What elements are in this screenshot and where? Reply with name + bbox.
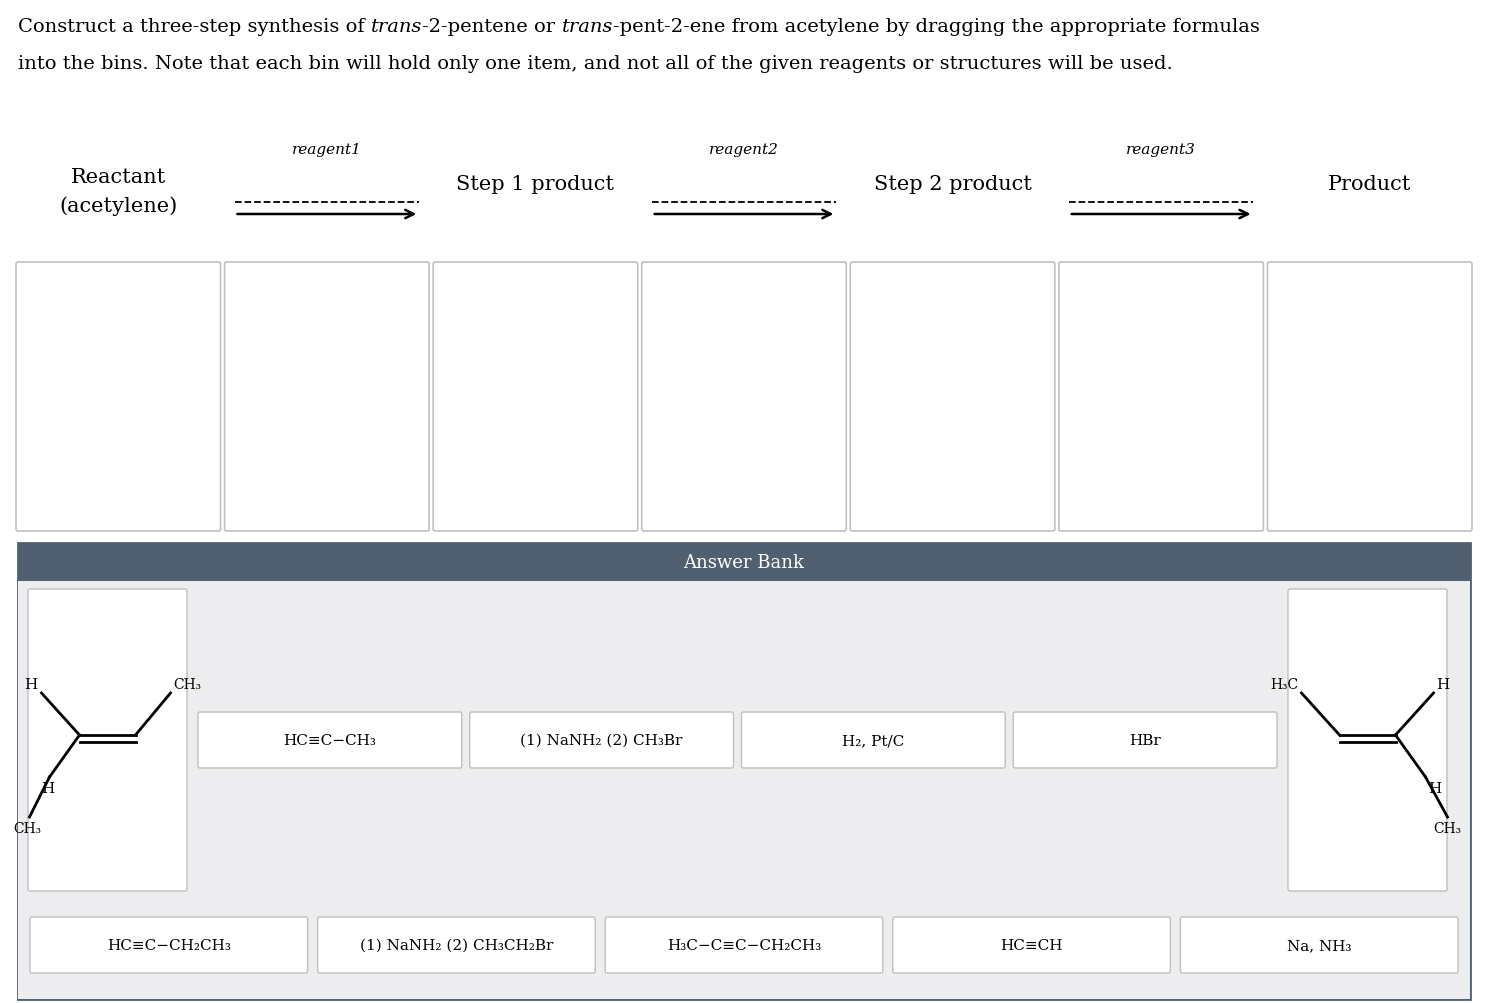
Text: Answer Bank: Answer Bank xyxy=(683,554,805,572)
Text: CH₃: CH₃ xyxy=(174,677,202,691)
Text: HC≡C−CH₃: HC≡C−CH₃ xyxy=(283,733,376,747)
FancyBboxPatch shape xyxy=(433,263,638,532)
FancyBboxPatch shape xyxy=(1289,590,1446,891)
FancyBboxPatch shape xyxy=(30,917,308,973)
FancyBboxPatch shape xyxy=(741,712,1006,768)
FancyBboxPatch shape xyxy=(18,544,1470,582)
FancyBboxPatch shape xyxy=(1180,917,1458,973)
Text: H₃C−C≡C−CH₂CH₃: H₃C−C≡C−CH₂CH₃ xyxy=(667,938,821,952)
Text: reagent2: reagent2 xyxy=(710,142,778,156)
FancyBboxPatch shape xyxy=(317,917,595,973)
FancyBboxPatch shape xyxy=(1268,263,1472,532)
FancyBboxPatch shape xyxy=(18,582,1470,999)
Text: -pent-2-ene from acetylene by dragging the appropriate formulas: -pent-2-ene from acetylene by dragging t… xyxy=(613,18,1260,36)
Text: H: H xyxy=(24,677,37,691)
FancyBboxPatch shape xyxy=(470,712,734,768)
Text: into the bins. Note that each bin will hold only one item, and not all of the gi: into the bins. Note that each bin will h… xyxy=(18,55,1173,73)
FancyBboxPatch shape xyxy=(28,590,187,891)
Text: Reactant: Reactant xyxy=(70,168,165,187)
Text: Product: Product xyxy=(1327,175,1412,194)
Text: trans: trans xyxy=(561,18,613,36)
Text: H₃C: H₃C xyxy=(1271,677,1299,691)
Text: HC≡CH: HC≡CH xyxy=(1000,938,1062,952)
Text: H: H xyxy=(1428,781,1442,795)
Text: (acetylene): (acetylene) xyxy=(60,196,177,216)
Text: (1) NaNH₂ (2) CH₃CH₂Br: (1) NaNH₂ (2) CH₃CH₂Br xyxy=(360,938,554,952)
Text: Step 1 product: Step 1 product xyxy=(457,175,615,194)
FancyBboxPatch shape xyxy=(850,263,1055,532)
Text: Step 2 product: Step 2 product xyxy=(873,175,1031,194)
Text: -2-pentene or: -2-pentene or xyxy=(423,18,561,36)
Text: CH₃: CH₃ xyxy=(1433,821,1461,835)
FancyBboxPatch shape xyxy=(641,263,847,532)
Text: H: H xyxy=(1436,677,1449,691)
Text: Construct a three-step synthesis of: Construct a three-step synthesis of xyxy=(18,18,371,36)
Text: reagent3: reagent3 xyxy=(1126,142,1196,156)
Text: Na, NH₃: Na, NH₃ xyxy=(1287,938,1351,952)
Text: HC≡C−CH₂CH₃: HC≡C−CH₂CH₃ xyxy=(107,938,231,952)
FancyBboxPatch shape xyxy=(606,917,882,973)
Text: HBr: HBr xyxy=(1129,733,1161,747)
FancyBboxPatch shape xyxy=(1013,712,1277,768)
FancyBboxPatch shape xyxy=(893,917,1171,973)
Text: trans: trans xyxy=(371,18,423,36)
Text: H: H xyxy=(40,781,54,795)
Text: CH₃: CH₃ xyxy=(13,821,42,835)
Text: reagent1: reagent1 xyxy=(292,142,362,156)
FancyBboxPatch shape xyxy=(198,712,461,768)
Text: (1) NaNH₂ (2) CH₃Br: (1) NaNH₂ (2) CH₃Br xyxy=(521,733,683,747)
Text: H₂, Pt/C: H₂, Pt/C xyxy=(842,733,905,747)
FancyBboxPatch shape xyxy=(1059,263,1263,532)
FancyBboxPatch shape xyxy=(16,263,220,532)
FancyBboxPatch shape xyxy=(225,263,429,532)
